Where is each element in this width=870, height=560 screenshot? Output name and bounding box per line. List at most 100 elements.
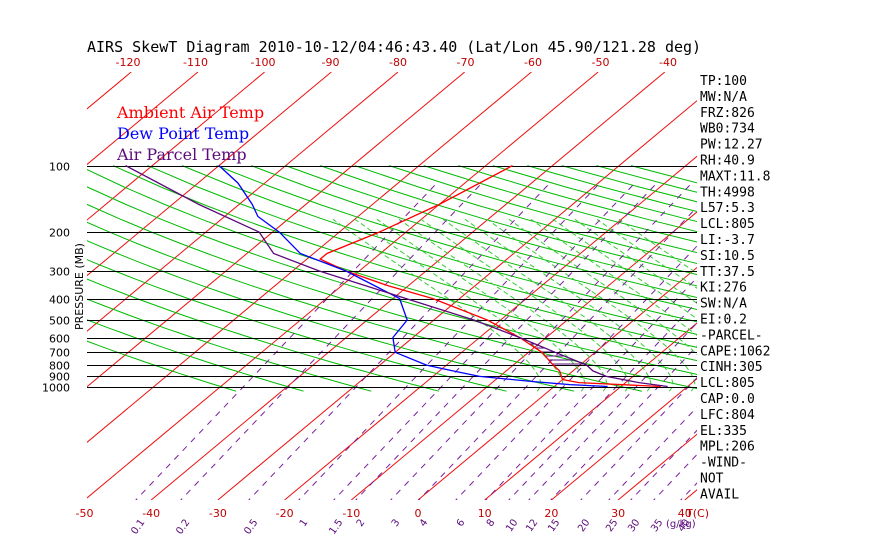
- mixing-ratio-tick-label: 8: [485, 517, 498, 529]
- mixing-ratio-tick-label: 4: [418, 517, 431, 529]
- bottom-temp-tick-label: -40: [142, 507, 160, 520]
- index-label: AVAIL: [700, 487, 739, 502]
- mixing-ratio-tick-label: 0.5: [242, 517, 260, 536]
- mixing-ratio-tick-label: 6: [455, 517, 468, 529]
- isotherm-line: [551, 378, 697, 500]
- moist-adiabat-line: [508, 218, 697, 356]
- moist-adiabat-line: [354, 218, 564, 392]
- dry-adiabat-line: [87, 221, 642, 392]
- mixing-ratio-line: [333, 184, 634, 500]
- index-label: RH:40.9: [700, 154, 755, 169]
- dry-adiabat-line: [87, 278, 440, 392]
- dry-adiabat-line: [389, 165, 697, 254]
- isotherm-line: [87, 72, 532, 443]
- top-temp-tick-label: -40: [659, 56, 677, 69]
- index-label: LI:-3.7: [700, 233, 755, 248]
- index-label: L57:5.3: [700, 201, 755, 216]
- stability-indices: TP:100MW:N/AFRZ:826WB0:734PW:12.27RH:40.…: [700, 74, 770, 502]
- isotherm-line: [417, 266, 697, 500]
- index-label: LFC:804: [700, 408, 755, 423]
- mixing-ratio-tick-label: 12: [524, 517, 540, 534]
- mixing-ratio-line: [580, 376, 697, 500]
- bottom-temp-tick-label: 20: [544, 507, 558, 520]
- mixing-ratio-tick-label: 20: [576, 517, 592, 534]
- legend-dew-point-temp: Dew Point Temp: [117, 124, 249, 143]
- dry-adiabat-line: [250, 165, 697, 299]
- index-label: TT:37.5: [700, 265, 755, 280]
- chart-title: AIRS SkewT Diagram 2010-10-12/04:46:43.4…: [87, 38, 701, 56]
- dry-adiabat-line: [87, 240, 575, 392]
- pressure-tick-label: 700: [49, 347, 70, 360]
- pressure-tick-label: 400: [49, 294, 70, 307]
- top-temp-tick-label: -90: [322, 56, 340, 69]
- isotherm-line: [87, 72, 466, 388]
- pressure-tick-label: 500: [49, 315, 70, 328]
- index-label: KI:276: [700, 281, 747, 296]
- isotherm-line: [87, 72, 199, 166]
- pressure-tick-label: 800: [49, 360, 70, 373]
- dry-adiabat-line: [87, 186, 697, 375]
- dry-adiabat-line: [87, 259, 507, 392]
- isotherm-line: [87, 72, 399, 332]
- dry-adiabat-line: [181, 165, 697, 323]
- index-label: -PARCEL-: [700, 328, 763, 343]
- moist-adiabat-line: [376, 218, 586, 392]
- dry-adiabat-line: [216, 165, 697, 310]
- mixing-ratio-line: [418, 206, 697, 500]
- moist-adiabat-line: [420, 218, 630, 392]
- index-label: CAP:0.0: [700, 392, 755, 407]
- dry-adiabat-line: [87, 169, 697, 362]
- top-temp-tick-label: -100: [251, 56, 276, 69]
- bottom-temp-tick-label: 30: [611, 507, 625, 520]
- isotherm-line: [87, 72, 265, 221]
- isobars: [87, 166, 697, 388]
- isotherm-line: [217, 100, 697, 500]
- bottom-temp-tick-label: 0: [415, 507, 422, 520]
- top-temp-tick-label: -120: [116, 56, 141, 69]
- mixing-ratio-line: [528, 322, 697, 500]
- dry-adiabat-line: [87, 319, 304, 392]
- index-label: -WIND-: [700, 456, 747, 471]
- isotherm-line: [752, 72, 870, 500]
- pressure-tick-label: 1000: [42, 382, 70, 395]
- mixing-ratio-line: [608, 406, 697, 500]
- index-label: CAPE:1062: [700, 344, 770, 359]
- bottom-temp-tick-label: 10: [478, 507, 492, 520]
- top-temp-tick-label: -110: [183, 56, 208, 69]
- mixing-ratio-line: [455, 245, 697, 500]
- dry-adiabat-line: [87, 340, 237, 392]
- dry-adiabat-line: [320, 165, 697, 276]
- temp-axis-label: T(C): [685, 507, 709, 520]
- dry-adiabat-line: [87, 203, 697, 390]
- series-line: [318, 165, 661, 388]
- bottom-temp-tick-label: 40: [678, 507, 692, 520]
- dry-adiabat-line: [423, 165, 697, 243]
- dry-adiabat-line: [285, 165, 697, 287]
- mixing-ratio-line: [390, 184, 691, 500]
- mixing-ratio-tick-label: 1: [298, 517, 311, 529]
- mixing-ratio-tick-label: 30: [626, 517, 642, 534]
- mixing-ratio-tick-label: 3: [390, 517, 403, 529]
- bottom-temp-tick-label: -10: [342, 507, 360, 520]
- mixing-ratio-line: [135, 184, 436, 500]
- mixing-ratio-line: [630, 429, 697, 500]
- index-label: NOT: [700, 472, 724, 487]
- index-label: MAXT:11.8: [700, 169, 770, 184]
- index-label: EL:335: [700, 424, 747, 439]
- dry-adiabat-line: [354, 165, 697, 265]
- bottom-temp-tick-label: -30: [209, 507, 227, 520]
- index-label: CINH:305: [700, 360, 763, 375]
- isotherm-line: [87, 72, 599, 499]
- isotherm-line: [0, 72, 65, 500]
- mixing-ratio-tick-label: 0.1: [129, 517, 147, 536]
- index-label: FRZ:826: [700, 106, 755, 121]
- bottom-temp-tick-label: -20: [276, 507, 294, 520]
- y-axis-label: PRESSURE (MB): [73, 243, 86, 330]
- isotherm-line: [818, 72, 870, 500]
- mixing-ratio-axis-label: (g/kg): [666, 519, 696, 530]
- mixing-ratio-tick-label: 35: [649, 517, 665, 534]
- mixing-ratio-line: [355, 184, 656, 500]
- pressure-tick-label: 300: [49, 266, 70, 279]
- mixing-ratio-tick-label: 2: [355, 517, 368, 529]
